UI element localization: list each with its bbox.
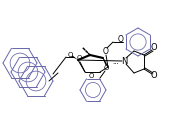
Text: O: O (76, 55, 82, 61)
Text: O: O (118, 35, 124, 43)
Text: O: O (88, 73, 94, 79)
Text: O: O (151, 43, 157, 53)
Text: O: O (103, 46, 109, 55)
Polygon shape (72, 55, 78, 60)
Text: O: O (151, 72, 157, 80)
Text: N: N (121, 57, 127, 65)
Text: O: O (67, 52, 73, 58)
Text: ...: ... (113, 59, 119, 65)
Text: O: O (103, 65, 109, 71)
